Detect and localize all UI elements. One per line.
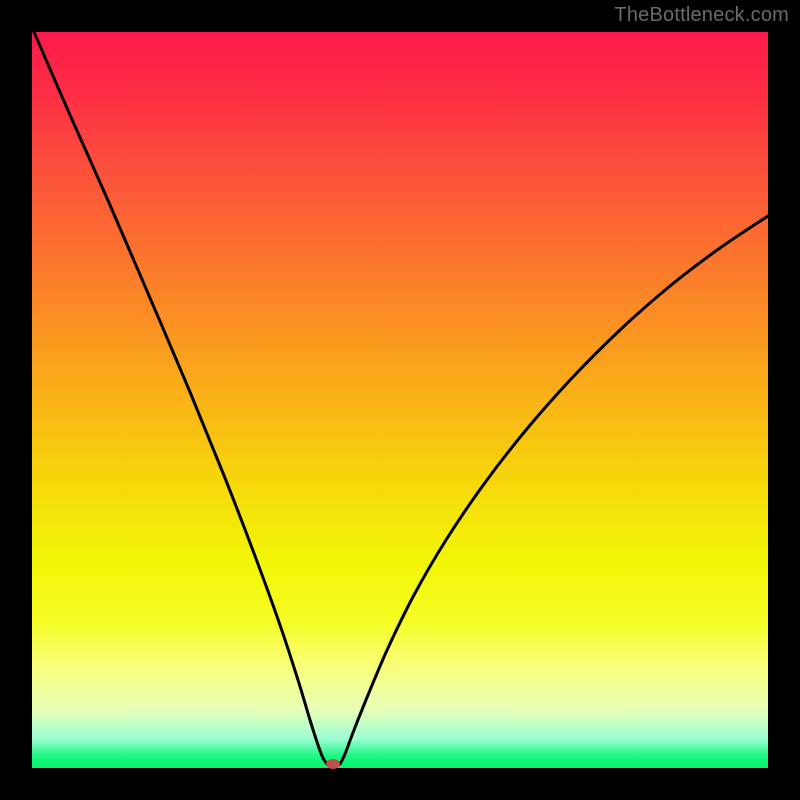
chart-container: TheBottleneck.com bbox=[0, 0, 800, 800]
bottleneck-chart bbox=[0, 0, 800, 800]
watermark-text: TheBottleneck.com bbox=[614, 4, 789, 27]
